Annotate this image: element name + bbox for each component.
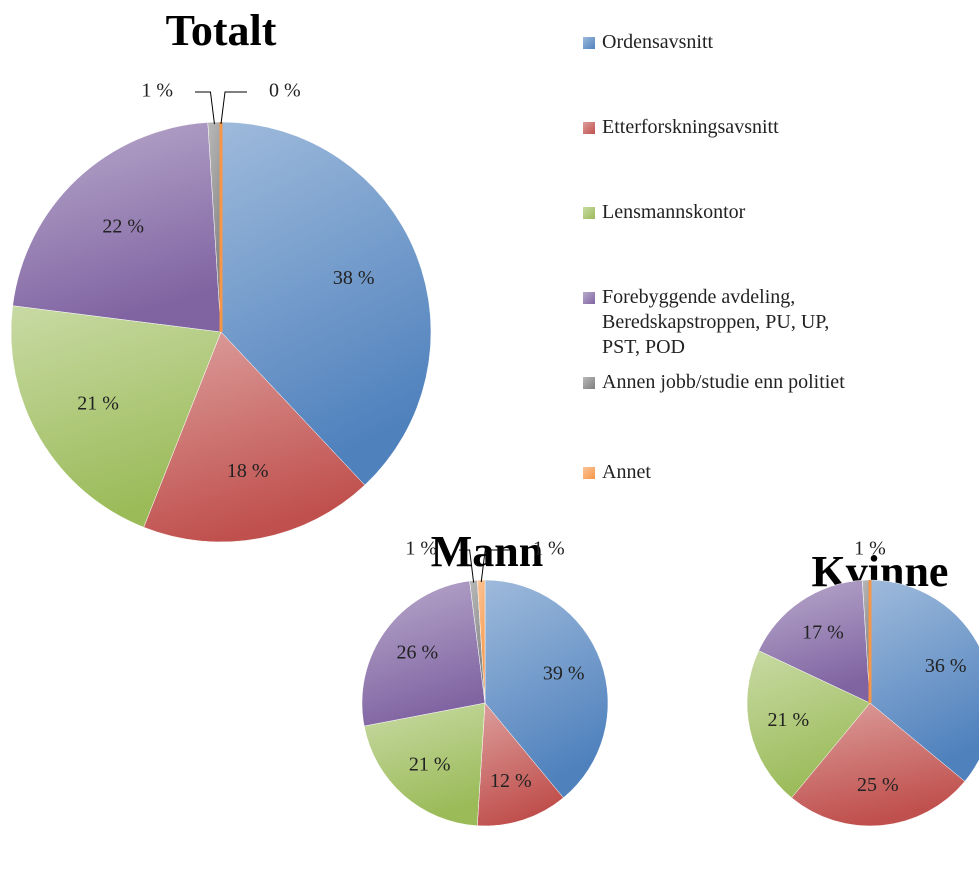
leader-line	[480, 549, 511, 583]
legend-swatch	[583, 292, 595, 304]
data-label: 38 %	[333, 267, 375, 289]
legend-label: Annet	[602, 461, 651, 483]
data-label: 26 %	[396, 641, 438, 663]
pie-title: Totalt	[166, 6, 277, 55]
pie-slice	[12, 122, 222, 333]
pie-slice	[477, 702, 564, 827]
data-label: 0 %	[269, 80, 301, 102]
data-label: 1 %	[405, 538, 437, 560]
legend-label: Annen jobb/studie enn politiet	[602, 371, 845, 393]
data-label: 21 %	[409, 753, 451, 775]
pie-slice	[363, 702, 486, 827]
legend-label: Ordensavsnitt	[602, 31, 714, 53]
legend-swatch	[583, 377, 595, 389]
data-label: 1 %	[533, 538, 565, 560]
data-label: 1 %	[141, 80, 173, 102]
legend-swatch	[583, 122, 595, 134]
data-label: 12 %	[490, 770, 532, 792]
legend-swatch	[583, 37, 595, 49]
leader-line	[220, 91, 247, 125]
pie-slice	[484, 579, 609, 799]
legend-label: Forebyggende avdeling, Beredskapstroppen…	[602, 286, 830, 358]
data-label: 25 %	[857, 774, 899, 796]
legend-swatch	[583, 207, 595, 219]
pie-slice	[791, 702, 966, 827]
leader-line	[195, 91, 215, 125]
data-label: 39 %	[543, 662, 585, 684]
data-label: 1 %	[854, 538, 886, 560]
data-label: 22 %	[102, 215, 144, 237]
pie-slice	[869, 579, 979, 782]
pie-title: Mann	[431, 527, 543, 576]
data-label: 36 %	[925, 655, 967, 677]
legend-label: Etterforskningsavsnitt	[602, 116, 779, 138]
data-label: 21 %	[768, 709, 810, 731]
data-label: 17 %	[802, 621, 844, 643]
data-label: 18 %	[227, 460, 269, 482]
legend-label: Lensmannskontor	[602, 201, 746, 223]
data-label: 21 %	[77, 392, 119, 414]
pie-slice	[758, 579, 871, 704]
pie-slice	[143, 331, 366, 543]
pie-slice	[220, 121, 432, 486]
leader-line	[459, 549, 475, 583]
pie-slice	[361, 580, 486, 727]
pie-slice	[746, 650, 871, 799]
pie-slice	[10, 305, 222, 528]
legend-swatch	[583, 467, 595, 479]
